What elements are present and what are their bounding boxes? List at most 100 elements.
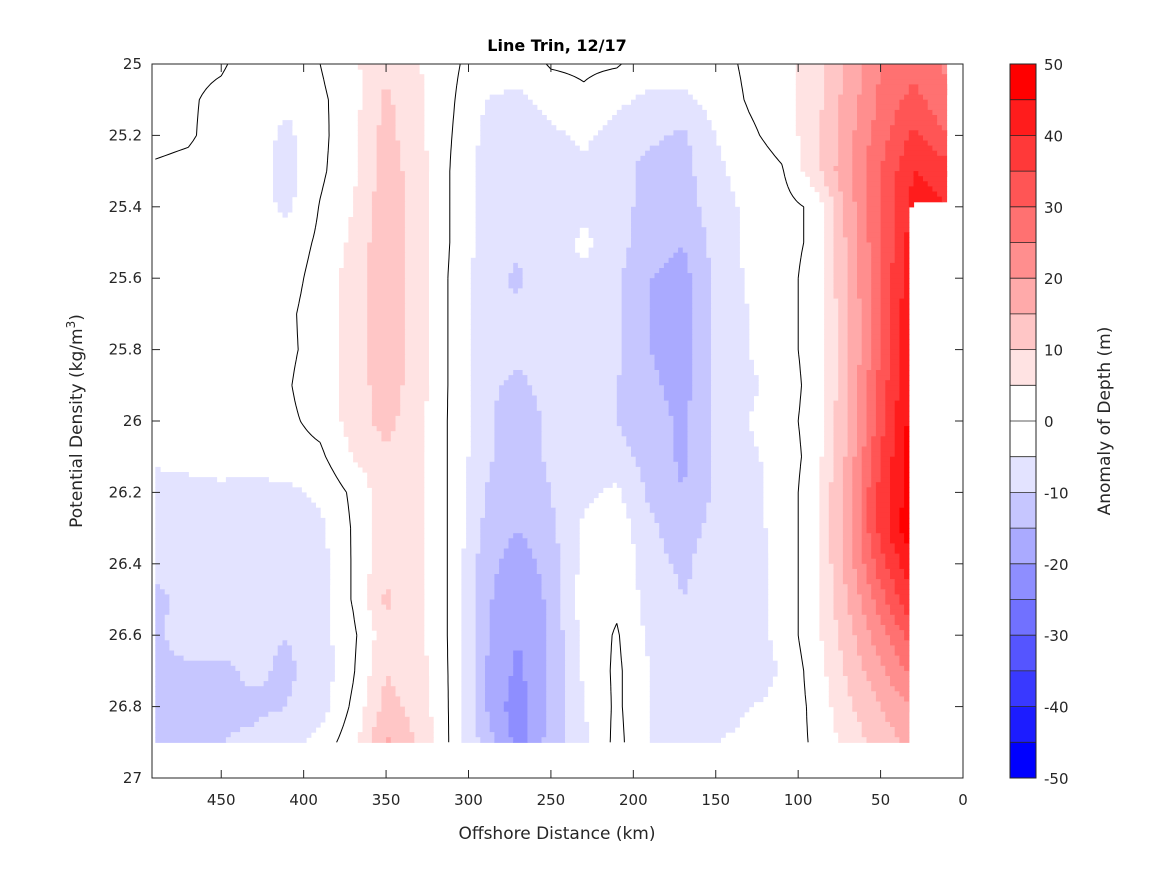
- contour-band-cell: [861, 660, 882, 667]
- contour-band-cell: [824, 74, 844, 80]
- contour-band-cell: [461, 727, 477, 733]
- contour-band-cell: [875, 89, 910, 96]
- contour-band-cell: [475, 211, 632, 218]
- contour-band-cell: [838, 176, 853, 182]
- contour-band-cell: [546, 614, 561, 621]
- contour-band-cell: [871, 538, 882, 544]
- contour-band-cell: [485, 696, 510, 703]
- contour-band-cell: [842, 196, 853, 203]
- y-tick-label: 26.2: [109, 483, 142, 501]
- contour-band-cell: [852, 563, 867, 570]
- contour-band-cell: [857, 104, 877, 111]
- contour-band-cell: [894, 181, 915, 187]
- contour-band-cell: [400, 140, 425, 147]
- contour-band-cell: [847, 278, 858, 284]
- contour-band-cell: [687, 426, 712, 432]
- contour-band-cell: [824, 359, 839, 366]
- contour-band-cell: [890, 477, 905, 483]
- contour-band-cell: [588, 227, 632, 233]
- contour-band-cell: [885, 150, 905, 157]
- contour-band-cell: [367, 262, 406, 269]
- contour-band-cell: [828, 487, 844, 493]
- contour-band-cell: [805, 171, 825, 177]
- contour-band-cell: [833, 247, 849, 254]
- contour-band-cell: [404, 217, 429, 223]
- contour-band-cell: [371, 237, 406, 244]
- contour-band-cell: [550, 502, 590, 509]
- contour-band-cell: [155, 660, 232, 667]
- contour-band-cell: [565, 727, 590, 733]
- contour-band-cell: [866, 166, 882, 172]
- contour-band-cell: [513, 370, 524, 376]
- contour-band-cell: [678, 247, 684, 254]
- contour-band-cell: [371, 543, 425, 550]
- contour-band-cell: [386, 589, 392, 595]
- contour-band-cell: [371, 640, 425, 646]
- contour-band-cell: [852, 548, 863, 555]
- contour-band-cell: [560, 553, 580, 560]
- contour-band-cell: [508, 681, 528, 687]
- contour-band-cell: [362, 69, 420, 75]
- contour-band-cell: [880, 313, 891, 320]
- contour-band-cell: [668, 257, 688, 264]
- contour-band-cell: [532, 385, 618, 391]
- contour-band-cell: [541, 737, 566, 743]
- contour-band-cell: [357, 140, 378, 147]
- contour-band-cell: [880, 655, 900, 662]
- contour-band-cell: [866, 171, 882, 177]
- contour-band-cell: [546, 660, 566, 667]
- contour-band-cell: [470, 268, 514, 274]
- contour-band-cell: [612, 115, 707, 121]
- contour-band-cell: [461, 670, 477, 677]
- contour-band-cell: [795, 79, 825, 85]
- contour-band-cell: [847, 283, 858, 289]
- contour-band-cell: [696, 196, 736, 203]
- contour-band-cell: [852, 196, 867, 203]
- contour-band-cell: [376, 176, 406, 182]
- contour-band-cell: [475, 568, 500, 575]
- contour-band-cell: [833, 273, 849, 279]
- contour-band-cell: [880, 268, 891, 274]
- contour-band-cell: [494, 421, 543, 427]
- contour-band-cell: [899, 364, 910, 371]
- contour-band-cell: [800, 150, 820, 157]
- contour-band-cell: [894, 186, 910, 193]
- contour-band-cell: [904, 150, 938, 157]
- contour-band-cell: [866, 237, 882, 244]
- contour-band-cell: [353, 451, 425, 458]
- contour-band-cell: [678, 477, 684, 483]
- contour-band-cell: [842, 211, 858, 218]
- contour-band-cell: [475, 727, 491, 733]
- contour-band-cell: [404, 273, 429, 279]
- contour-band-cell: [852, 166, 867, 172]
- contour-band-cell: [155, 614, 166, 621]
- contour-band-cell: [668, 400, 688, 407]
- contour-band-cell: [560, 548, 580, 555]
- contour-band-cell: [880, 166, 900, 172]
- contour-band-cell: [899, 380, 910, 386]
- contour-band-cell: [485, 686, 510, 692]
- contour-band-cell: [861, 329, 872, 335]
- contour-band-cell: [485, 497, 552, 504]
- contour-band-cell: [828, 553, 844, 560]
- contour-band-cell: [645, 645, 773, 652]
- contour-band-cell: [828, 517, 844, 524]
- contour-band-cell: [852, 160, 867, 167]
- contour-band-cell: [541, 441, 627, 448]
- contour-band-cell: [711, 334, 750, 340]
- contour-band-cell: [828, 482, 844, 488]
- contour-band-cell: [621, 308, 651, 315]
- contour-band-cell: [871, 354, 882, 361]
- contour-band-cell: [795, 99, 825, 106]
- colorbar-tick-label: -20: [1044, 556, 1069, 574]
- contour-band-cell: [649, 507, 707, 514]
- contour-band-cell: [838, 313, 849, 320]
- contour-band-cell: [404, 706, 429, 713]
- contour-band-cell: [503, 89, 524, 96]
- contour-band-cell: [522, 670, 547, 677]
- contour-band-cell: [687, 410, 712, 417]
- contour-band-cell: [908, 84, 919, 91]
- contour-band-cell: [475, 594, 495, 601]
- contour-band-cell: [857, 635, 872, 641]
- contour-band-cell: [371, 558, 425, 565]
